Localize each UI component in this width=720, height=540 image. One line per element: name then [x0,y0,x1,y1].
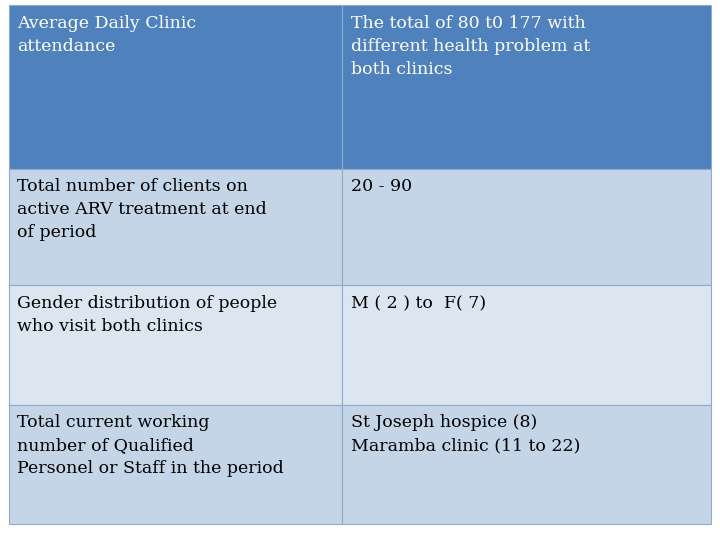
Text: M ( 2 ) to  F( 7): M ( 2 ) to F( 7) [351,295,486,312]
Bar [9,5,343,168]
Bar [9,404,343,524]
Bar [9,285,343,404]
Bar [343,285,711,404]
Bar [9,168,343,285]
Text: St Joseph hospice (8)
Maramba clinic (11 to 22): St Joseph hospice (8) Maramba clinic (11… [351,414,580,454]
Text: Total number of clients on
active ARV treatment at end
of period: Total number of clients on active ARV tr… [17,178,267,241]
Bar [343,168,711,285]
Text: The total of 80 t0 177 with
different health problem at
both clinics: The total of 80 t0 177 with different he… [351,15,590,78]
Text: Average Daily Clinic
attendance: Average Daily Clinic attendance [17,15,197,55]
Text: Gender distribution of people
who visit both clinics: Gender distribution of people who visit … [17,295,277,335]
Bar [343,5,711,168]
Text: 20 - 90: 20 - 90 [351,178,412,195]
Text: Total current working
number of Qualified
Personel or Staff in the period: Total current working number of Qualifie… [17,414,284,477]
Bar [343,404,711,524]
